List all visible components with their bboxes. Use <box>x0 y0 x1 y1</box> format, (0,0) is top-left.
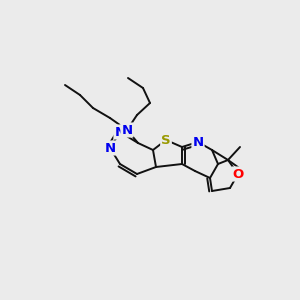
Text: N: N <box>122 124 133 136</box>
Text: O: O <box>232 167 244 181</box>
Text: S: S <box>161 134 171 146</box>
Text: N: N <box>192 136 204 148</box>
Text: N: N <box>114 125 126 139</box>
Text: N: N <box>104 142 116 154</box>
